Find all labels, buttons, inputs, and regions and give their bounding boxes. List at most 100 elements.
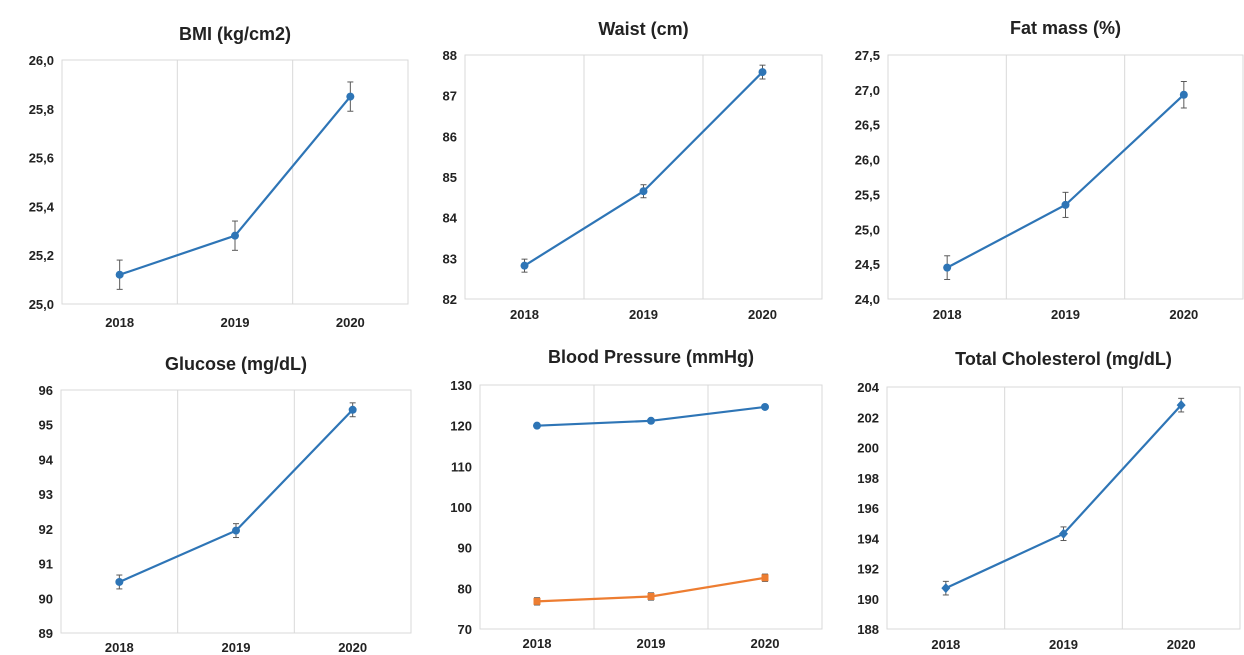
waist-chart: Waist (cm) 82 83 84 85 86 87 88 2018 2019 2020 [443,19,823,322]
fat-mass-plot-area [887,54,1244,300]
bmi-kg-cm2-series-0-point [346,92,355,101]
glucose-mg-dl-ytick-label: 92 [39,522,53,537]
waist-cm-ytick-label: 88 [443,48,457,63]
waist-cm-ytick-label: 82 [443,292,457,307]
blood-pressure-mmhg-xtick-label: 2019 [637,636,666,651]
bmi-kg-cm2-ytick-label: 25,6 [29,151,54,166]
waist-cm-series-0-line [523,71,764,267]
total-cholesterol-chart: Total Cholesterol (mg/dL) 188 190 192 194 196… [857,349,1241,652]
blood-pressure-mmhg-xtick-label: 2018 [523,636,552,651]
blood-pressure-mmhg-series-0-point [533,421,541,430]
bmi-chart: BMI (kg/cm2) 25,0 25,2 25,4 25,6 25,8 26,0 2018… [29,24,409,327]
total-cholesterol-mg-dl-series-0-point [1059,528,1068,539]
blood-pressure-mmhg-ytick-label: 90 [458,541,472,556]
bmi-kg-cm2-xtick-label: 2019 [221,315,250,327]
blood-pressure-mmhg-ytick-label: 70 [458,622,472,637]
blood-pressure-mmhg-ytick-label: 80 [458,581,472,596]
bmi-kg-cm2-ytick-label: 25,0 [29,297,54,312]
glucose-mg-dl-ytick-label: 96 [39,383,53,398]
glucose-mg-dl-series-0-line [118,409,354,583]
fat-mass-series-0-point [943,263,952,272]
fat-mass-xtick-label: 2020 [1169,307,1198,322]
total-cholesterol-mg-dl-series-0-line [945,404,1182,590]
total-cholesterol-mg-dl-series-0-point [941,583,951,594]
waist-cm-ytick-label: 83 [443,251,457,266]
waist-cm-ytick-label: 85 [443,170,457,185]
waist-cm-series-0-point [639,187,648,196]
glucose-mg-dl-ytick-label: 94 [39,452,54,467]
fat-mass-ytick-label: 25,5 [855,187,880,202]
glucose-chart: Glucose (mg/dL) 89 90 91 92 93 94 95 96 2018 2019 2… [39,354,412,655]
total-cholesterol-mg-dl-ytick-label: 188 [857,622,879,637]
blood-pressure-mmhg-series-0-point [761,402,769,411]
bmi-kg-cm2-ytick-label: 26,0 [29,53,54,68]
waist-cm-series-0-point [520,261,529,270]
fat-mass-ytick-label: 27,5 [855,48,880,63]
total-cholesterol-mg-dl-ytick-label: 204 [857,380,879,395]
fat-mass-title: Fat mass (%) [1010,18,1121,38]
total-cholesterol-mg-dl-ytick-label: 200 [857,441,879,456]
glucose-mg-dl-title: Glucose (mg/dL) [165,354,307,374]
glucose-mg-dl-series-0-point [115,577,124,586]
fat-mass-ytick-label: 24,0 [855,292,880,307]
fat-mass-ytick-label: 26,5 [855,118,880,133]
blood-pressure-mmhg-ytick-label: 100 [450,500,472,515]
waist-cm-ytick-label: 87 [443,89,457,104]
bmi-kg-cm2-ytick-label: 25,8 [29,102,54,117]
bmi-kg-cm2-plot-area [61,59,409,305]
fat-mass-ytick-label: 26,0 [855,153,880,168]
bmi-kg-cm2-ytick-label: 25,2 [29,248,54,263]
glucose-mg-dl-ytick-label: 91 [39,557,53,572]
blood-pressure-mmhg-ytick-label: 110 [451,459,472,474]
bmi-kg-cm2-xtick-label: 2018 [105,315,134,327]
glucose-mg-dl-series-0-point [348,405,357,414]
total-cholesterol-mg-dl-ytick-label: 198 [857,471,879,486]
blood-pressure-mmhg-ytick-label: 130 [450,378,472,393]
fat-mass-chart: Fat mass (%) 24,0 24,5 25,0 25,5 26,0 26,5 27,0… [855,18,1244,322]
fat-mass-series-0-point [1179,90,1188,99]
blood-pressure-mmhg-title: Blood Pressure (mmHg) [548,347,754,367]
total-cholesterol-mg-dl-xtick-label: 2019 [1049,637,1078,652]
waist-cm-title: Waist (cm) [598,19,688,39]
total-cholesterol-mg-dl-ytick-label: 196 [857,501,879,516]
total-cholesterol-mg-dl-plot-area [886,386,1241,630]
fat-mass-xtick-label: 2019 [1051,307,1080,322]
bmi-kg-cm2-series-0-point [231,231,239,240]
glucose-mg-dl-ytick-label: 95 [39,418,53,433]
glucose-mg-dl-ytick-label: 93 [39,487,53,502]
glucose-mg-dl-ytick-label: 89 [39,626,53,641]
blood-pressure-mmhg-series-0-point [647,416,655,425]
waist-cm-ytick-label: 84 [443,211,458,226]
glucose-mg-dl-xtick-label: 2019 [222,640,251,655]
glucose-mg-dl-ytick-label: 90 [39,591,53,606]
glucose-mg-dl-xtick-label: 2020 [338,640,367,655]
waist-cm-xtick-label: 2020 [748,307,777,322]
blood-pressure-mmhg-series-1-point [533,597,541,605]
total-cholesterol-mg-dl-ytick-label: 190 [857,592,879,607]
blood-pressure-mmhg-xtick-label: 2020 [751,636,780,651]
total-cholesterol-mg-dl-xtick-label: 2020 [1167,637,1196,652]
fat-mass-ytick-label: 24,5 [855,257,880,272]
blood-pressure-chart: Blood Pressure (mmHg) 70 80 90 100 110 120 130 2… [450,347,823,651]
bmi-kg-cm2-series-0-point [115,270,124,279]
total-cholesterol-mg-dl-series-0-point [1176,400,1186,411]
glucose-mg-dl-plot-area [60,389,412,634]
fat-mass-series-0-point [1061,200,1070,209]
waist-cm-ytick-label: 86 [443,129,457,144]
waist-cm-plot-area [464,54,823,300]
blood-pressure-mmhg-ytick-label: 120 [450,419,472,434]
total-cholesterol-mg-dl-ytick-label: 202 [857,410,879,425]
bmi-kg-cm2-ytick-label: 25,4 [29,199,55,214]
glucose-mg-dl-xtick-label: 2018 [105,640,134,655]
bmi-kg-cm2-title: BMI (kg/cm2) [179,24,291,44]
fat-mass-ytick-label: 25,0 [855,222,880,237]
waist-cm-series-0-point [758,68,767,77]
glucose-mg-dl-series-0-point [232,526,240,535]
fat-mass-xtick-label: 2018 [933,307,962,322]
blood-pressure-mmhg-plot-area [479,384,823,630]
total-cholesterol-mg-dl-title: Total Cholesterol (mg/dL) [955,349,1172,369]
waist-cm-xtick-label: 2019 [629,307,658,322]
bmi-kg-cm2-xtick-label: 2020 [336,315,365,327]
total-cholesterol-mg-dl-ytick-label: 192 [857,562,879,577]
